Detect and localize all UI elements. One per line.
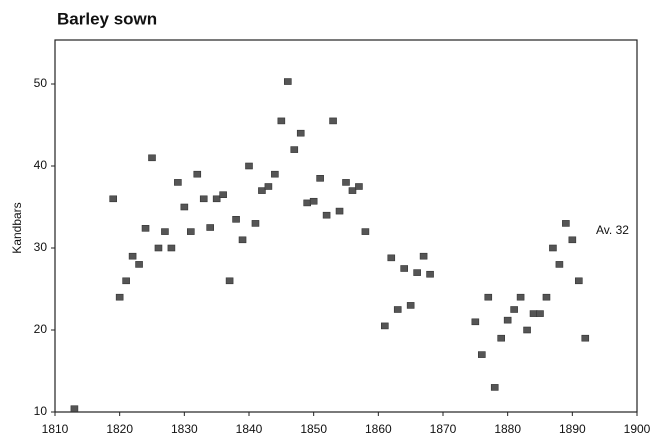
- point: [503, 316, 512, 324]
- y-axis-label: Kandbars: [10, 202, 24, 253]
- point: [122, 277, 130, 285]
- point: [109, 195, 117, 203]
- point: [277, 117, 286, 125]
- point: [529, 310, 538, 317]
- point: [542, 293, 551, 301]
- point: [135, 261, 143, 268]
- point: [303, 199, 312, 207]
- point: [258, 187, 266, 194]
- point: [335, 207, 344, 215]
- point: [387, 254, 396, 262]
- x-tick-label: 1840: [236, 422, 263, 436]
- point: [348, 187, 357, 194]
- point: [406, 302, 415, 309]
- x-tick-label: 1850: [300, 422, 327, 436]
- point: [516, 293, 525, 301]
- x-tick-label: 1830: [171, 422, 198, 436]
- point: [536, 310, 544, 317]
- point: [141, 225, 150, 232]
- point: [212, 195, 221, 203]
- point: [148, 154, 156, 162]
- point: [206, 224, 214, 231]
- point: [574, 277, 583, 285]
- point: [568, 236, 577, 244]
- point: [329, 117, 337, 125]
- x-tick-label: 1890: [559, 422, 586, 436]
- point: [232, 216, 240, 223]
- point: [322, 211, 331, 219]
- point: [271, 170, 279, 178]
- point: [193, 170, 202, 178]
- point: [70, 405, 79, 413]
- point: [497, 334, 506, 342]
- point: [296, 129, 305, 137]
- x-tick-label: 1810: [42, 422, 69, 436]
- point: [128, 252, 137, 260]
- point: [238, 236, 247, 244]
- y-tick-label: 30: [34, 240, 48, 254]
- y-tick-label: 40: [34, 158, 48, 172]
- point: [174, 179, 182, 186]
- point: [355, 183, 363, 190]
- point: [225, 277, 234, 285]
- point: [290, 146, 299, 153]
- point: [484, 293, 493, 301]
- x-tick-label: 1870: [430, 422, 457, 436]
- point: [510, 306, 518, 313]
- point: [562, 220, 570, 227]
- point: [361, 228, 370, 235]
- point: [199, 195, 208, 203]
- point: [523, 326, 531, 334]
- point: [555, 261, 564, 268]
- point: [219, 191, 227, 198]
- point: [471, 318, 480, 326]
- point: [549, 244, 557, 252]
- plot-frame: [54, 39, 638, 413]
- point: [419, 252, 428, 260]
- x-tick-label: 1880: [494, 422, 521, 436]
- point: [393, 306, 402, 313]
- y-tick-label: 10: [34, 404, 48, 418]
- point: [426, 270, 434, 278]
- y-tick-label: 20: [34, 322, 48, 336]
- point: [264, 183, 273, 190]
- point: [180, 203, 189, 211]
- point: [167, 244, 176, 252]
- x-tick-label: 1900: [624, 422, 651, 436]
- point: [380, 322, 389, 330]
- point: [283, 78, 292, 85]
- annotation: Av. 32: [596, 223, 629, 237]
- point: [581, 334, 590, 342]
- point: [251, 220, 260, 227]
- point: [154, 244, 163, 252]
- point: [161, 228, 169, 235]
- point: [342, 179, 350, 186]
- point: [187, 228, 195, 235]
- point: [309, 197, 318, 205]
- point: [316, 175, 324, 182]
- y-tick-label: 50: [34, 76, 48, 90]
- point: [477, 351, 486, 358]
- point: [400, 265, 409, 272]
- point: [245, 162, 253, 170]
- chart-title: Barley sown: [57, 9, 157, 28]
- x-tick-label: 1820: [106, 422, 133, 436]
- point: [115, 293, 124, 301]
- x-tick-label: 1860: [365, 422, 392, 436]
- point: [413, 269, 421, 276]
- point: [490, 384, 499, 391]
